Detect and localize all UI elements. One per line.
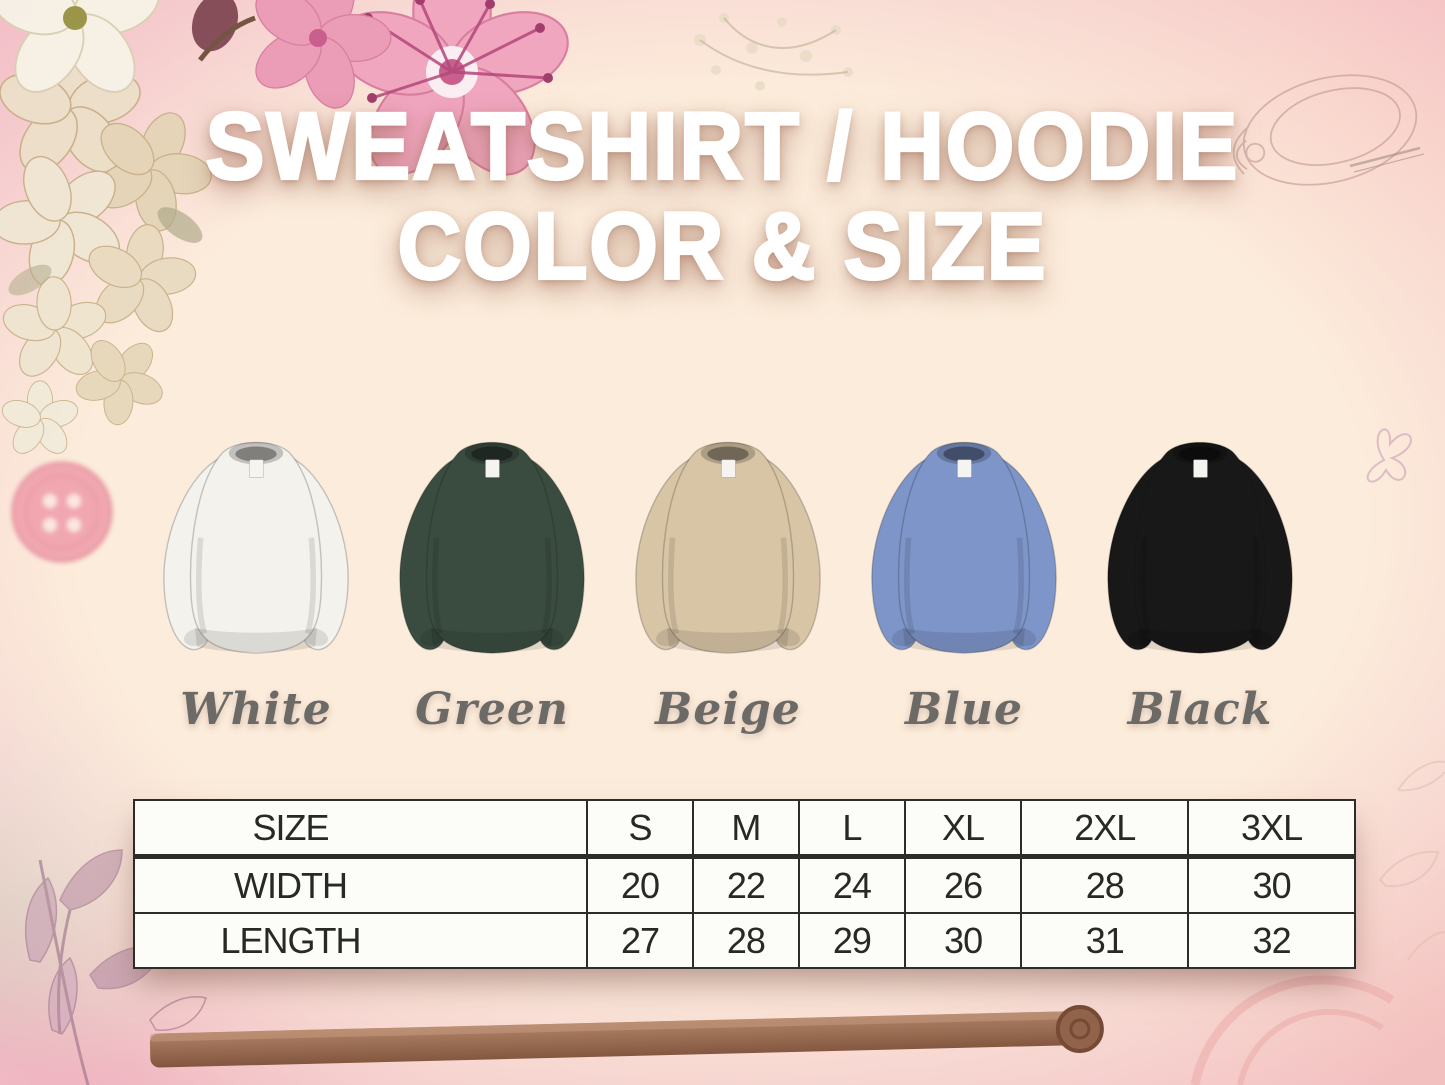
color-label-beige: Beige [655, 684, 801, 735]
needle-sketch-decoration [1349, 146, 1425, 173]
width-l: 24 [797, 855, 906, 914]
width-2xl: 28 [1020, 855, 1190, 914]
length-m: 28 [691, 912, 800, 969]
header-3xl: 3XL [1187, 799, 1356, 859]
swatch-beige: Beige [620, 414, 836, 735]
sewing-button-decoration [11, 461, 113, 563]
page-title: SWEATSHIRT / HOODIE COLOR & SIZE [0, 90, 1445, 300]
row-label-width: WIDTH [133, 855, 588, 914]
swatch-white: White [148, 414, 364, 735]
width-m: 22 [691, 855, 800, 914]
header-l: L [797, 799, 906, 859]
header-size: SIZE [133, 799, 588, 859]
size-table-container: SIZE S M L XL 2XL 3XL WIDTH 20 22 24 26 … [133, 799, 1356, 969]
title-line-1: SWEATSHIRT / HOODIE [204, 90, 1240, 200]
floral-decoration [0, 0, 256, 460]
swatch-green: Green [384, 414, 600, 735]
color-label-green: Green [415, 684, 569, 735]
width-xl: 26 [903, 855, 1023, 914]
header-2xl: 2XL [1020, 799, 1190, 859]
header-m: M [691, 799, 800, 859]
table-row-width: WIDTH 20 22 24 26 28 30 [133, 855, 1356, 914]
size-chart-table: SIZE S M L XL 2XL 3XL WIDTH 20 22 24 26 … [133, 799, 1356, 969]
length-2xl: 31 [1020, 912, 1190, 969]
swatch-blue: Blue [856, 414, 1072, 735]
sweatshirt-image-green [384, 414, 600, 680]
width-s: 20 [586, 855, 694, 914]
row-label-length: LENGTH [133, 912, 588, 969]
ring-sketch-decoration [1232, 74, 1418, 186]
title-line-2: COLOR & SIZE [396, 190, 1048, 300]
sweatshirt-image-blue [856, 414, 1072, 680]
sweatshirt-image-beige [620, 414, 836, 680]
swatch-black: Black [1092, 414, 1308, 735]
pink-blossom-decoration [221, 0, 853, 192]
color-label-blue: Blue [905, 684, 1023, 735]
blush-arcs-decoration [1190, 975, 1395, 1085]
length-xl: 30 [903, 912, 1023, 969]
color-options: White Green Beige Blue Black [148, 414, 1308, 735]
sweatshirt-image-black [1092, 414, 1308, 680]
length-l: 29 [797, 912, 906, 969]
butterfly-sketch-decoration [1366, 428, 1412, 483]
width-3xl: 30 [1187, 855, 1356, 914]
faint-leaf-sketch-decoration [1378, 760, 1445, 961]
table-header-row: SIZE S M L XL 2XL 3XL [133, 799, 1356, 859]
color-label-black: Black [1127, 684, 1273, 735]
sweatshirt-image-white [148, 414, 364, 680]
length-s: 27 [586, 912, 694, 969]
measuring-stick-decoration [149, 1005, 1104, 1068]
length-3xl: 32 [1187, 912, 1356, 969]
leaves-decoration [24, 849, 207, 1085]
table-row-length: LENGTH 27 28 29 30 31 32 [133, 912, 1356, 969]
header-s: S [586, 799, 694, 859]
header-xl: XL [903, 799, 1023, 859]
color-label-white: White [180, 684, 332, 735]
